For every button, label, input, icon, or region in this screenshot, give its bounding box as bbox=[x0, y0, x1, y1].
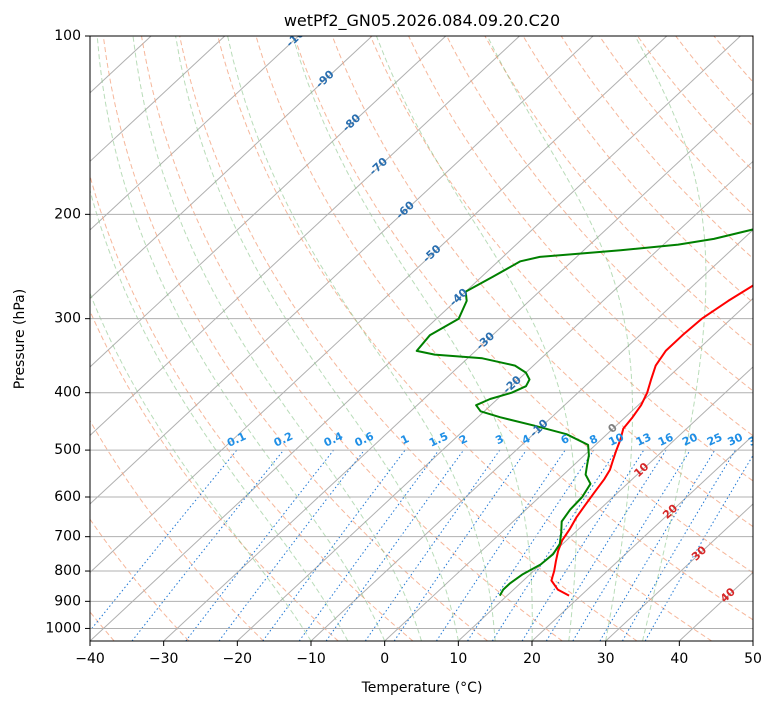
dry-adiabat-line bbox=[293, 36, 753, 574]
moist-adiabat-line bbox=[132, 36, 422, 641]
isotherm-line bbox=[457, 366, 753, 641]
mixing-ratio-line bbox=[467, 449, 595, 641]
moist-adiabat-line bbox=[292, 36, 533, 641]
mixing-ratio-line bbox=[90, 449, 238, 632]
moist-adiabat-line bbox=[227, 36, 496, 641]
x-tick-label: −30 bbox=[149, 651, 179, 667]
y-tick-label: 500 bbox=[54, 442, 81, 458]
x-tick-label: 30 bbox=[597, 651, 615, 667]
mixing-ratio-label: 13 bbox=[634, 431, 653, 449]
y-tick-label: 600 bbox=[54, 489, 81, 505]
temperature-profile-line bbox=[550, 284, 753, 597]
y-tick-label: 300 bbox=[54, 311, 81, 327]
mixing-ratio-line bbox=[393, 449, 527, 641]
dry-adiabat-line bbox=[90, 309, 339, 641]
mixing-ratio-line bbox=[364, 449, 501, 641]
mixing-ratio-line bbox=[298, 449, 440, 641]
x-tick-label: 10 bbox=[449, 651, 467, 667]
dry-adiabat-line bbox=[90, 419, 264, 641]
isotherm-line bbox=[90, 36, 299, 231]
y-tick-label: 200 bbox=[54, 206, 81, 222]
dry-adiabat-line bbox=[217, 36, 712, 641]
x-axis-ticks: −40 −30 −20 −10 0 10 20 30 40 50 bbox=[75, 641, 762, 667]
mixing-ratio-label: 25 bbox=[705, 431, 724, 449]
isotherm-line bbox=[90, 36, 447, 368]
dewpoint-profile-line bbox=[415, 228, 753, 597]
y-axis-ticks: 100 200 300 400 500 600 700 800 900 1000 bbox=[45, 28, 90, 636]
mixing-ratio-line bbox=[325, 449, 465, 641]
dry-adiabat-line bbox=[637, 36, 753, 172]
x-tick-label: −10 bbox=[296, 651, 326, 667]
x-tick-label: −20 bbox=[223, 651, 253, 667]
isotherm-line bbox=[531, 434, 753, 641]
dry-adiabat-line bbox=[408, 36, 753, 437]
moist-adiabat-line bbox=[634, 36, 707, 641]
x-tick-label: 0 bbox=[380, 651, 389, 667]
x-tick-label: 40 bbox=[670, 651, 688, 667]
moist-adiabat-line bbox=[375, 36, 577, 641]
isotherm-line bbox=[90, 36, 373, 300]
plot-frame bbox=[89, 35, 754, 642]
moist-adiabat-line bbox=[175, 36, 459, 641]
x-tick-label: −40 bbox=[75, 651, 105, 667]
chart-title: wetPf2_GN05.2026.084.09.20.C20 bbox=[284, 11, 560, 31]
x-tick-label: 20 bbox=[523, 651, 541, 667]
dry-adiabat-line bbox=[522, 36, 753, 304]
y-tick-label: 900 bbox=[54, 593, 81, 609]
dry-adiabat-line bbox=[484, 36, 753, 348]
mixing-ratio-line bbox=[218, 449, 365, 641]
mixing-ratio-label: 10 bbox=[607, 430, 627, 448]
isotherm-line bbox=[236, 160, 753, 641]
mixing-ratio-label: 36 bbox=[746, 430, 766, 448]
dry-adiabat-line bbox=[598, 36, 753, 216]
dry-adiabat-line bbox=[179, 36, 638, 641]
isotherm-line bbox=[90, 36, 226, 163]
x-axis-label: Temperature (°C) bbox=[361, 680, 483, 696]
isotherm-line bbox=[605, 503, 753, 641]
mixing-ratio-line bbox=[572, 449, 691, 641]
x-tick-label: 50 bbox=[744, 651, 762, 667]
dry-adiabat-line bbox=[90, 518, 190, 641]
moist-adiabat-line bbox=[486, 36, 633, 641]
y-axis-label: Pressure (hPa) bbox=[12, 289, 28, 389]
dry-adiabat-line bbox=[141, 36, 563, 641]
y-tick-label: 100 bbox=[54, 28, 81, 44]
mixing-ratio-line bbox=[131, 449, 284, 641]
dry-adiabat-line bbox=[90, 174, 414, 641]
isotherm-line bbox=[384, 297, 753, 641]
background-isolines bbox=[90, 36, 753, 641]
isotherm-line bbox=[90, 36, 594, 505]
mixing-ratio-line bbox=[262, 449, 406, 641]
dry-adiabat-line bbox=[255, 36, 753, 621]
moist-adiabat-line bbox=[96, 36, 386, 641]
dry-adiabat-line bbox=[369, 36, 753, 482]
y-tick-label: 400 bbox=[54, 385, 81, 401]
sounding-series bbox=[415, 228, 753, 597]
mixing-ratio-label: 16 bbox=[656, 430, 676, 448]
mixing-ratio-label: 20 bbox=[680, 430, 700, 448]
dry-adiabat-line bbox=[446, 36, 753, 392]
moist-adiabat-line bbox=[90, 188, 349, 641]
isotherm-line bbox=[310, 229, 753, 641]
isotherm-line bbox=[90, 36, 741, 641]
isotherm-line bbox=[163, 92, 753, 641]
mixing-ratio-line bbox=[435, 449, 566, 641]
dry-adiabat-line bbox=[331, 36, 753, 528]
y-tick-label: 1000 bbox=[45, 620, 81, 636]
isotherm-line bbox=[90, 36, 520, 437]
isotherm-line bbox=[90, 36, 668, 574]
moist-adiabat-line bbox=[90, 292, 312, 641]
pressure-gridlines bbox=[90, 36, 753, 629]
mixing-ratio-label: 30 bbox=[725, 430, 745, 448]
mixing-ratio-line bbox=[521, 449, 645, 641]
y-tick-label: 800 bbox=[54, 563, 81, 579]
y-tick-label: 700 bbox=[54, 529, 81, 545]
